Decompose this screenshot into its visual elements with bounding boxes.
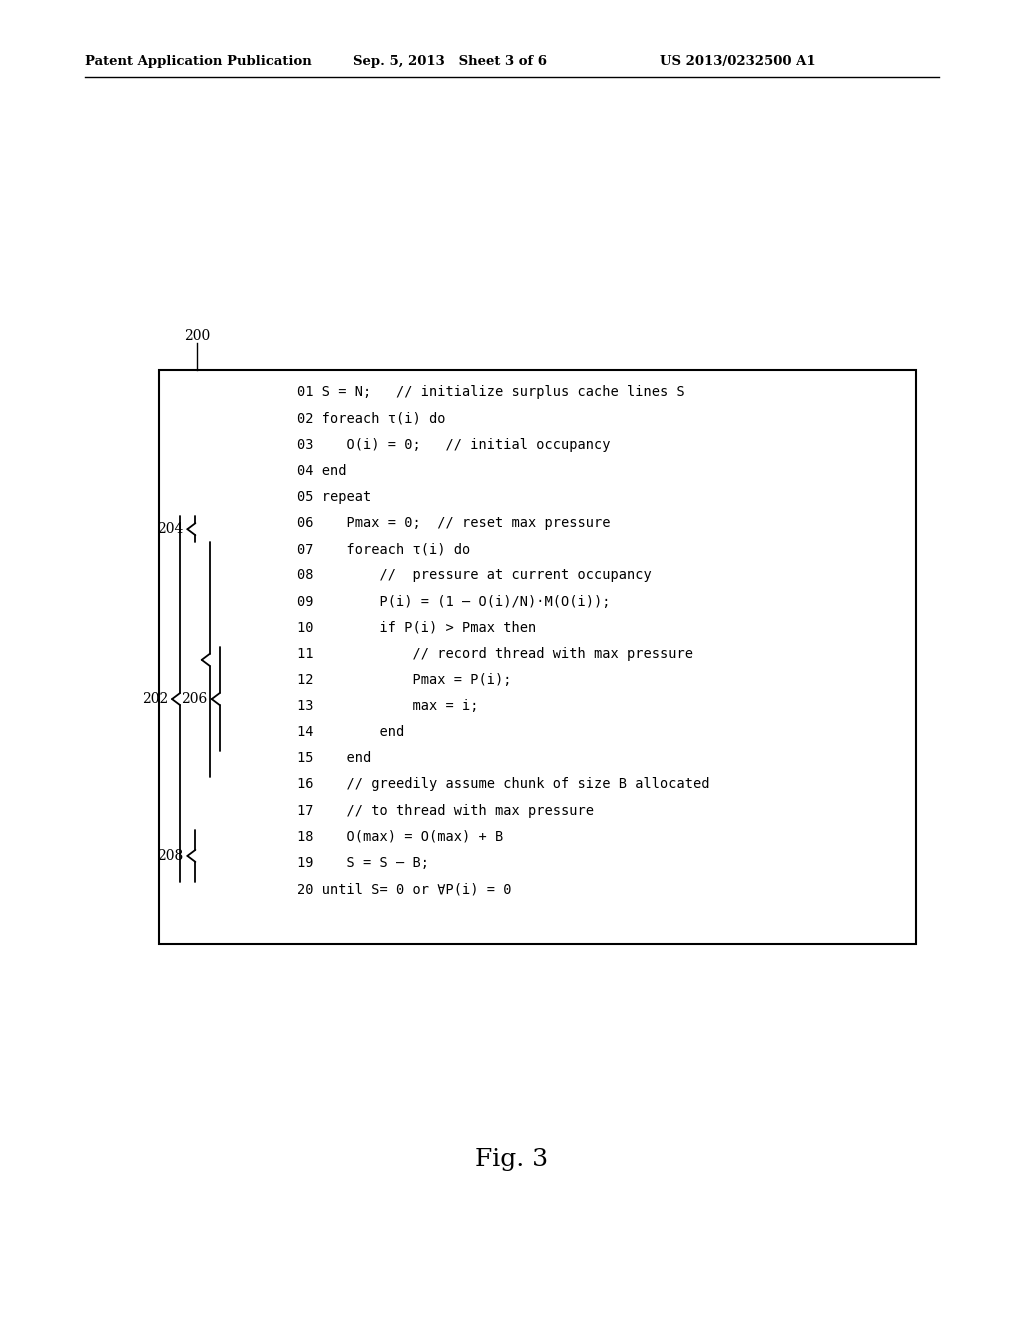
Text: 16    // greedily assume chunk of size B allocated: 16 // greedily assume chunk of size B al… (297, 777, 710, 792)
Text: 208: 208 (157, 849, 183, 863)
Text: 08        //  pressure at current occupancy: 08 // pressure at current occupancy (297, 569, 651, 582)
Text: Patent Application Publication: Patent Application Publication (85, 55, 311, 69)
Text: 14        end: 14 end (297, 725, 404, 739)
Text: 18    O(max) = O(max) + B: 18 O(max) = O(max) + B (297, 830, 503, 843)
Text: Fig. 3: Fig. 3 (475, 1148, 549, 1171)
Text: 04 end: 04 end (297, 463, 346, 478)
Text: 07    foreach τ(i) do: 07 foreach τ(i) do (297, 543, 470, 556)
Text: Sep. 5, 2013   Sheet 3 of 6: Sep. 5, 2013 Sheet 3 of 6 (353, 55, 547, 69)
Text: 05 repeat: 05 repeat (297, 490, 372, 504)
Text: 12            Pmax = P(i);: 12 Pmax = P(i); (297, 673, 511, 686)
Bar (159, 370, 916, 944)
Text: US 2013/0232500 A1: US 2013/0232500 A1 (660, 55, 816, 69)
Text: 20 until S= 0 or ∀P(i) = 0: 20 until S= 0 or ∀P(i) = 0 (297, 882, 511, 896)
Text: 10        if P(i) > Pmax then: 10 if P(i) > Pmax then (297, 620, 537, 635)
Text: 204: 204 (157, 523, 183, 536)
Text: 17    // to thread with max pressure: 17 // to thread with max pressure (297, 804, 594, 817)
Text: 15    end: 15 end (297, 751, 372, 766)
Text: 01 S = N;   // initialize surplus cache lines S: 01 S = N; // initialize surplus cache li… (297, 385, 685, 400)
Text: 11            // record thread with max pressure: 11 // record thread with max pressure (297, 647, 693, 661)
Text: 19    S = S – B;: 19 S = S – B; (297, 855, 429, 870)
Text: 06    Pmax = 0;  // reset max pressure: 06 Pmax = 0; // reset max pressure (297, 516, 610, 531)
Text: 206: 206 (181, 692, 208, 706)
Text: 09        P(i) = (1 – O(i)/N)·M(O(i));: 09 P(i) = (1 – O(i)/N)·M(O(i)); (297, 594, 610, 609)
Text: 03    O(i) = 0;   // initial occupancy: 03 O(i) = 0; // initial occupancy (297, 438, 610, 451)
Text: 202: 202 (141, 692, 168, 706)
Text: 13            max = i;: 13 max = i; (297, 700, 478, 713)
Text: 02 foreach τ(i) do: 02 foreach τ(i) do (297, 412, 445, 425)
Text: 200: 200 (184, 329, 211, 343)
